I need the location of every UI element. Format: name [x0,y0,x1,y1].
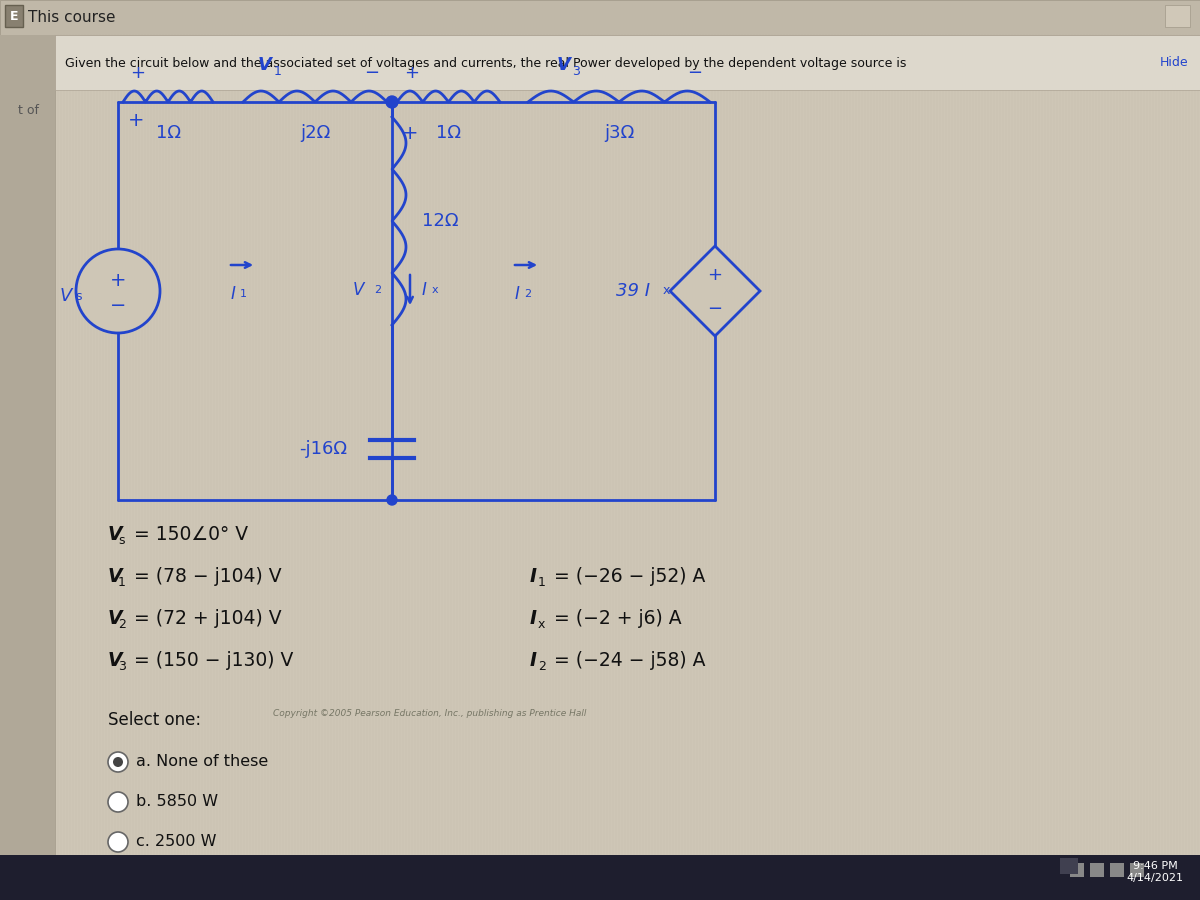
Text: V: V [258,56,272,74]
Bar [0,35,55,900]
Text: c. 2500 W: c. 2500 W [136,834,216,850]
Text: 1: 1 [538,577,546,590]
Text: 2: 2 [374,285,382,295]
Text: t of: t of [18,104,38,116]
Text: 2: 2 [538,661,546,673]
Circle shape [386,495,397,505]
Bar [5,5,23,27]
Text: j3Ω: j3Ω [604,124,634,142]
Text: = (72 + j104) V: = (72 + j104) V [128,609,282,628]
Text: j2Ω: j2Ω [300,124,330,142]
Text: −: − [110,295,126,314]
Text: −: − [365,64,379,82]
Text: V: V [108,526,122,544]
Text: V: V [108,568,122,587]
Text: = 150∠0° V: = 150∠0° V [128,526,248,544]
Text: V: V [108,652,122,670]
Bar [0,855,1200,900]
Text: V: V [108,609,122,628]
Text: +: + [127,111,144,130]
Text: 2: 2 [118,618,126,632]
Text: 4/14/2021: 4/14/2021 [1127,873,1183,883]
Text: +: + [109,272,126,291]
Bar [1165,5,1190,27]
Text: 1: 1 [240,289,247,299]
Text: +: + [708,266,722,284]
Circle shape [108,792,128,812]
Text: 12Ω: 12Ω [422,212,458,230]
Text: 3: 3 [572,65,581,78]
Text: = (78 − j104) V: = (78 − j104) V [128,568,282,587]
Text: −: − [708,300,722,318]
Text: I: I [422,281,427,299]
Circle shape [386,96,398,108]
Text: x: x [538,618,545,632]
Text: I: I [230,285,235,303]
Text: I: I [530,568,538,587]
Text: -j16Ω: -j16Ω [299,440,347,458]
Bar [0,0,1200,35]
Bar [1130,863,1144,877]
Text: Given the circuit below and the associated set of voltages and currents, the rea: Given the circuit below and the associat… [65,57,906,69]
Text: = (−2 + j6) A: = (−2 + j6) A [548,609,682,628]
Text: V: V [557,56,570,74]
Circle shape [76,249,160,333]
Circle shape [108,832,128,852]
Text: +: + [131,64,145,82]
Circle shape [113,757,124,767]
Bar [1090,863,1104,877]
Text: E: E [10,11,18,23]
Text: 9:46 PM: 9:46 PM [1133,861,1177,871]
Text: V: V [353,281,364,299]
Bar [1110,863,1124,877]
Text: 3: 3 [118,661,126,673]
Text: x: x [432,285,439,295]
Text: s: s [118,535,125,547]
Text: 39 I: 39 I [616,282,650,300]
Text: 1Ω: 1Ω [436,124,461,142]
Bar [1060,858,1078,874]
Circle shape [108,752,128,772]
Text: +: + [402,124,419,143]
Text: V: V [60,287,72,305]
Text: −: − [688,64,702,82]
Text: Copyright ©2005 Pearson Education, Inc., publishing as Prentice Hall: Copyright ©2005 Pearson Education, Inc.,… [274,708,587,717]
Text: = (−26 − j52) A: = (−26 − j52) A [548,568,706,587]
Bar [1070,863,1084,877]
Text: I: I [530,609,538,628]
Text: This course: This course [28,11,115,25]
Text: b. 5850 W: b. 5850 W [136,795,218,809]
Text: = (−24 − j58) A: = (−24 − j58) A [548,652,706,670]
Text: = (150 − j130) V: = (150 − j130) V [128,652,293,670]
Text: 1Ω: 1Ω [156,124,180,142]
Text: s: s [74,290,82,303]
Text: 2: 2 [524,289,532,299]
Polygon shape [670,246,760,336]
Text: 1: 1 [118,577,126,590]
Text: +: + [404,64,420,82]
Text: x: x [662,284,671,297]
Text: I: I [515,285,520,303]
Text: Select one:: Select one: [108,711,202,729]
Bar [55,35,1200,90]
Text: I: I [530,652,538,670]
Text: Hide: Hide [1160,57,1189,69]
Text: 1: 1 [274,65,282,78]
Text: a. None of these: a. None of these [136,754,269,770]
